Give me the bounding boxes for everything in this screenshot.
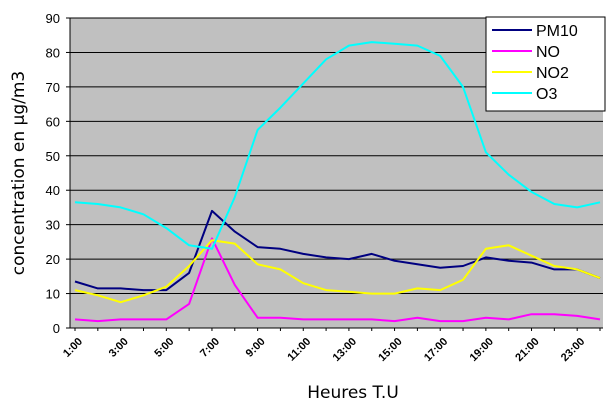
x-tick-label: 17:00 <box>422 336 450 364</box>
x-tick-label: 19:00 <box>468 336 496 364</box>
y-tick-label: 30 <box>46 218 60 233</box>
x-tick-label: 1:00 <box>61 336 85 360</box>
legend-label: O3 <box>536 86 557 103</box>
legend-label: NO2 <box>536 65 569 82</box>
legend-box <box>485 16 606 112</box>
x-tick-label: 3:00 <box>107 336 131 360</box>
series-line-pm10 <box>74 209 601 292</box>
y-axis-ticks: 0 10 20 30 40 50 60 70 80 90 <box>46 11 70 336</box>
y-tick-label: 10 <box>46 287 60 302</box>
series-line-no2 <box>74 239 601 304</box>
x-axis-label: Heures T.U <box>307 383 399 403</box>
y-tick-label: 80 <box>46 45 60 60</box>
y-tick-label: 40 <box>46 183 60 198</box>
series-line-o3 <box>74 41 601 250</box>
legend: PM10 NO NO2 O3 <box>485 16 606 112</box>
legend-label: PM10 <box>536 23 578 40</box>
y-tick-label: 70 <box>46 80 60 95</box>
y-tick-label: 50 <box>46 149 60 164</box>
x-tick-label: 15:00 <box>376 336 404 364</box>
x-tick-label: 21:00 <box>513 336 541 364</box>
legend-label: NO <box>536 44 560 61</box>
y-axis-label: concentration en µg/m3 <box>9 71 29 276</box>
series-lines <box>74 41 601 323</box>
y-tick-label: 0 <box>53 321 60 336</box>
y-tick-label: 60 <box>46 114 60 129</box>
series-line-no <box>74 237 601 323</box>
x-tick-label: 13:00 <box>331 336 359 364</box>
x-tick-label: 9:00 <box>244 336 268 360</box>
x-tick-label: 23:00 <box>559 336 587 364</box>
x-tick-label: 11:00 <box>285 336 313 364</box>
y-tick-label: 20 <box>46 252 60 267</box>
x-tick-label: 5:00 <box>152 336 176 360</box>
y-tick-label: 90 <box>46 11 60 26</box>
x-tick-label: 7:00 <box>198 336 222 360</box>
x-axis-ticks: 1:00 3:00 5:00 7:00 9:00 11:00 13:00 15:00 17:00… <box>61 328 601 364</box>
